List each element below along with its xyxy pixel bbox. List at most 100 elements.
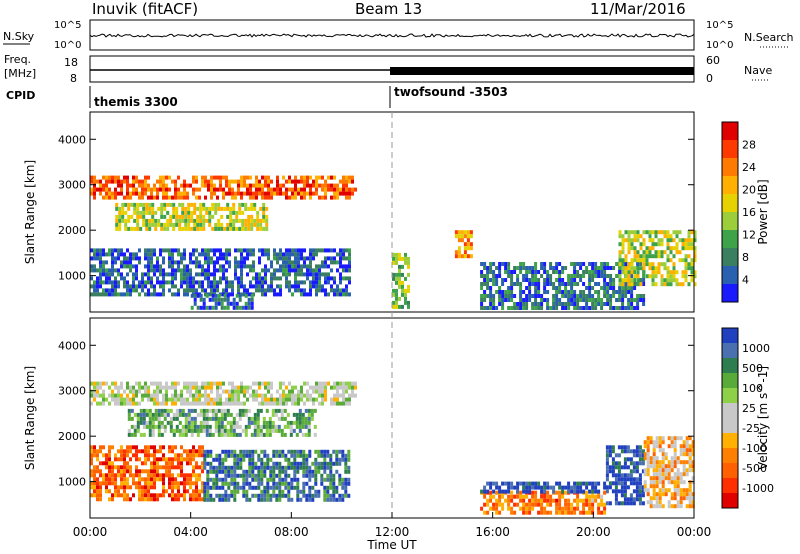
power-cell: [150, 195, 153, 200]
power-cell: [243, 179, 246, 184]
power-cell: [486, 270, 490, 274]
velocity-cell: [111, 473, 114, 478]
power-cell: [690, 278, 694, 283]
power-cell: [99, 260, 102, 265]
power-cell: [232, 297, 236, 302]
velocity-cell: [655, 460, 659, 465]
velocity-cell: [549, 485, 553, 490]
velocity-cell: [579, 498, 583, 503]
velocity-cell: [242, 481, 246, 486]
velocity-cell: [147, 453, 150, 458]
power-cell: [240, 248, 243, 253]
velocity-cell: [483, 489, 487, 494]
power-cell: [519, 282, 523, 286]
xaxis-label: Time UT: [366, 538, 417, 552]
power-cell: [105, 175, 108, 180]
velocity-cell: [327, 381, 330, 386]
velocity-cell: [201, 385, 204, 390]
velocity-cell: [597, 506, 601, 511]
power-cell: [486, 278, 490, 282]
velocity-cell: [673, 484, 677, 489]
power-cell: [207, 272, 210, 277]
velocity-cell: [271, 420, 275, 425]
power-cell: [199, 210, 203, 215]
velocity-cell: [132, 393, 135, 398]
power-cell: [139, 202, 143, 207]
power-cell: [639, 294, 643, 298]
power-cell: [160, 222, 164, 227]
velocity-cell: [632, 497, 636, 502]
velocity-cell: [614, 465, 618, 470]
velocity-cell: [300, 397, 303, 402]
velocity-cell: [570, 506, 574, 511]
power-cell: [303, 272, 306, 277]
velocity-cell: [688, 448, 692, 453]
power-cell: [537, 290, 541, 294]
velocity-cell: [673, 476, 677, 481]
power-cell: [250, 293, 254, 298]
velocity-cell: [314, 457, 318, 462]
power-cell: [108, 252, 111, 257]
power-cell: [105, 276, 108, 281]
power-cell: [162, 260, 165, 265]
power-cell: [118, 222, 122, 227]
velocity-cell: [180, 401, 183, 406]
velocity-cell: [486, 498, 490, 503]
power-cell: [265, 214, 269, 219]
velocity-cell: [298, 428, 302, 433]
velocity-cell: [231, 401, 234, 406]
power-cell: [177, 187, 180, 192]
power-cell: [666, 234, 670, 239]
velocity-cell: [614, 501, 618, 506]
velocity-cell: [510, 485, 514, 490]
power-cell: [675, 270, 679, 275]
power-cell: [273, 288, 276, 293]
power-cell: [651, 230, 655, 235]
velocity-cell: [552, 489, 556, 494]
velocity-cell: [301, 432, 305, 437]
power-cell: [345, 191, 348, 196]
power-cell: [327, 187, 330, 192]
velocity-cell: [558, 481, 562, 486]
power-cell: [546, 278, 550, 282]
velocity-cell: [96, 457, 99, 462]
velocity-cell: [181, 428, 185, 433]
velocity-cell: [218, 465, 222, 470]
power-cell: [561, 306, 565, 310]
velocity-cell: [213, 401, 216, 406]
velocity-cell: [180, 397, 183, 402]
power-cell: [312, 272, 315, 277]
power-cell: [105, 288, 108, 293]
velocity-cell: [284, 453, 288, 458]
power-cell: [654, 282, 658, 287]
velocity-cell: [673, 452, 677, 457]
power-cell: [333, 187, 336, 192]
power-cell: [342, 183, 345, 188]
power-cell: [486, 294, 490, 298]
velocity-cell: [177, 497, 180, 502]
velocity-cell: [341, 453, 345, 458]
velocity-cell: [292, 412, 296, 417]
power-cell: [324, 288, 327, 293]
power-cell: [171, 248, 174, 253]
power-cell: [693, 238, 697, 243]
power-cell: [240, 252, 243, 257]
power-cell: [258, 183, 261, 188]
power-cell: [207, 260, 210, 265]
velocity-cell: [93, 449, 96, 454]
velocity-cell: [233, 489, 237, 494]
velocity-cell: [277, 408, 281, 413]
power-cell: [582, 270, 586, 274]
velocity-cell: [144, 477, 147, 482]
velocity-cell: [276, 389, 279, 394]
power-cell: [294, 256, 297, 261]
power-cell: [324, 272, 327, 277]
velocity-cell: [248, 469, 252, 474]
power-cell: [153, 284, 156, 289]
power-cell: [150, 268, 153, 273]
power-cell: [684, 266, 688, 271]
power-cell: [165, 187, 168, 192]
velocity-cell: [320, 453, 324, 458]
power-cell: [534, 286, 538, 290]
